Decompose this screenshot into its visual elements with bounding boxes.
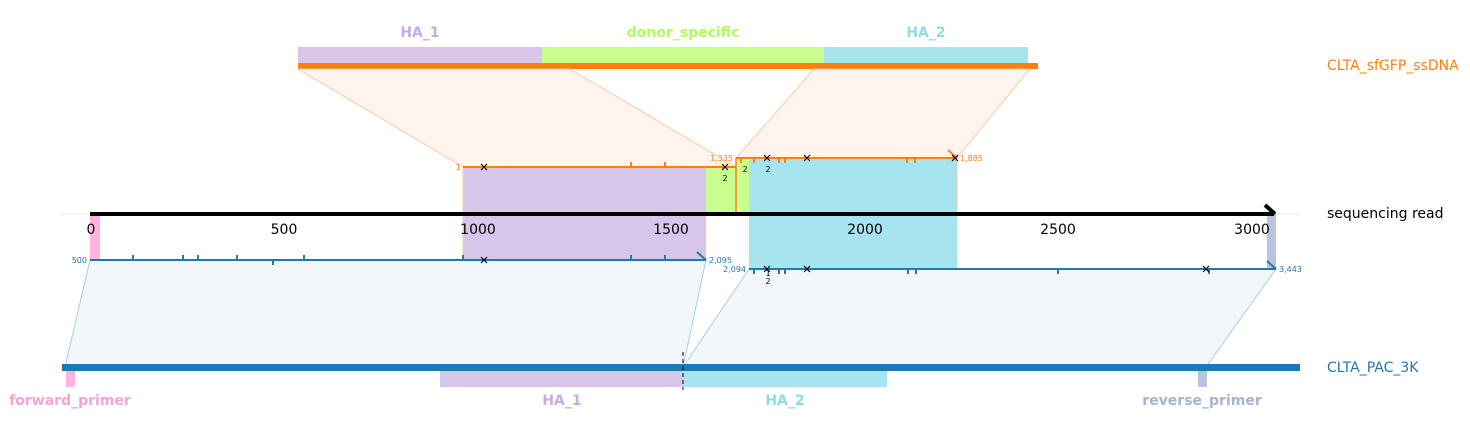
mismatch-x-icon — [721, 163, 729, 171]
donor-feature-donor-specific — [542, 47, 824, 63]
reference-alignment-end-hook — [1266, 260, 1277, 270]
donor-feature-label-ha1: HA_1 — [400, 25, 439, 41]
reference-name: CLTA_PAC_3K — [1327, 360, 1419, 376]
donor-insertion-count: 2 — [765, 165, 770, 174]
reference-aln1-end: 2,095 — [709, 256, 732, 265]
reference-alignment-end-hook — [696, 251, 707, 261]
mismatch-x-icon — [480, 256, 488, 264]
axis-tick-label: 2000 — [847, 222, 883, 238]
read-aligned-forward-primer — [90, 214, 100, 260]
donor-section: HA_1 donor_specific HA_2 CLTA_sfGFP_ssDN… — [298, 25, 1459, 74]
donor-name: CLTA_sfGFP_ssDNA — [1327, 58, 1459, 74]
donor-feature-ha1 — [298, 47, 542, 63]
donor-aln2-end: 1,885 — [960, 154, 983, 163]
mismatch-x-icon — [1202, 265, 1210, 273]
reference-feature-label-forward-primer: forward_primer — [9, 393, 131, 409]
read-aligned-reverse-primer — [1267, 214, 1276, 269]
axis-tick-label: 0 — [87, 222, 96, 238]
reference-projection-2 — [682, 268, 1277, 368]
reference-section: forward_primer HA_1 HA_2 reverse_primer … — [9, 352, 1419, 409]
reference-insertion-count: 2 — [765, 277, 770, 286]
reference-mismatch-markers — [480, 256, 1210, 273]
read-aligned-ha2 — [749, 214, 957, 269]
donor-feature-label-donor-specific: donor_specific — [627, 25, 740, 41]
reference-insertion-count: 1 — [765, 269, 770, 278]
donor-feature-label-ha2: HA_2 — [906, 25, 945, 41]
reference-ticks — [132, 255, 1210, 274]
donor-insertion-count: 2 — [742, 165, 747, 174]
donor-aligned-specific-2 — [736, 158, 749, 214]
reference-feature-label-reverse-primer: reverse_primer — [1142, 393, 1262, 409]
axis-tick-label: 2500 — [1040, 222, 1076, 238]
axis-tick-label: 3000 — [1234, 222, 1270, 238]
donor-aln1-end: 1,335 — [710, 154, 733, 163]
donor-mismatch-markers — [480, 154, 959, 171]
donor-aligned-specific-1 — [706, 167, 736, 214]
donor-aligned-ha2 — [749, 158, 957, 214]
donor-insertion-count: 2 — [722, 174, 727, 183]
axis-tick-label: 500 — [271, 222, 298, 238]
reference-aln2-start: 2,094 — [723, 265, 746, 274]
donor-projection-1 — [296, 68, 738, 168]
donor-bar — [298, 63, 1038, 69]
read-aligned-ha1 — [463, 214, 706, 260]
reference-feature-reverse-primer — [1198, 371, 1207, 387]
read-arrow-icon — [1263, 203, 1277, 216]
mismatch-x-icon — [803, 265, 811, 273]
reference-feature-label-ha2: HA_2 — [765, 393, 804, 409]
mismatch-x-icon — [803, 154, 811, 162]
axis-tick-label: 1000 — [460, 222, 496, 238]
reference-alignments: 500 2,095 2,094 3,443 1 2 — [72, 251, 1302, 286]
reference-aln2-end: 3,443 — [1279, 265, 1302, 274]
mismatch-x-icon — [763, 154, 771, 162]
read-name: sequencing read — [1327, 206, 1443, 222]
reference-projection-1 — [64, 259, 707, 368]
reference-feature-label-ha1: HA_1 — [542, 393, 581, 409]
reference-feature-ha2 — [683, 371, 887, 387]
axis-tick-label: 1500 — [653, 222, 689, 238]
reference-bar — [62, 364, 1300, 371]
donor-projection-2 — [734, 68, 1032, 159]
reference-feature-forward-primer — [66, 371, 75, 387]
mismatch-x-icon — [480, 163, 488, 171]
donor-aln1-start: 1 — [456, 163, 461, 172]
donor-aligned-ha1 — [463, 167, 706, 214]
reference-feature-ha1 — [440, 371, 683, 387]
mismatch-x-icon — [763, 265, 771, 273]
donor-alignment-fills — [462, 158, 958, 214]
reference-aln1-start: 500 — [72, 256, 87, 265]
read-section: 0 500 1000 1500 2000 2500 3000 sequencin… — [60, 203, 1443, 269]
donor-alignments: 1 1,335 1,885 2 2 2 — [456, 149, 983, 214]
read-axis-ticks: 0 500 1000 1500 2000 2500 3000 — [87, 222, 1270, 238]
mismatch-x-icon — [951, 154, 959, 162]
donor-feature-ha2 — [824, 47, 1028, 63]
